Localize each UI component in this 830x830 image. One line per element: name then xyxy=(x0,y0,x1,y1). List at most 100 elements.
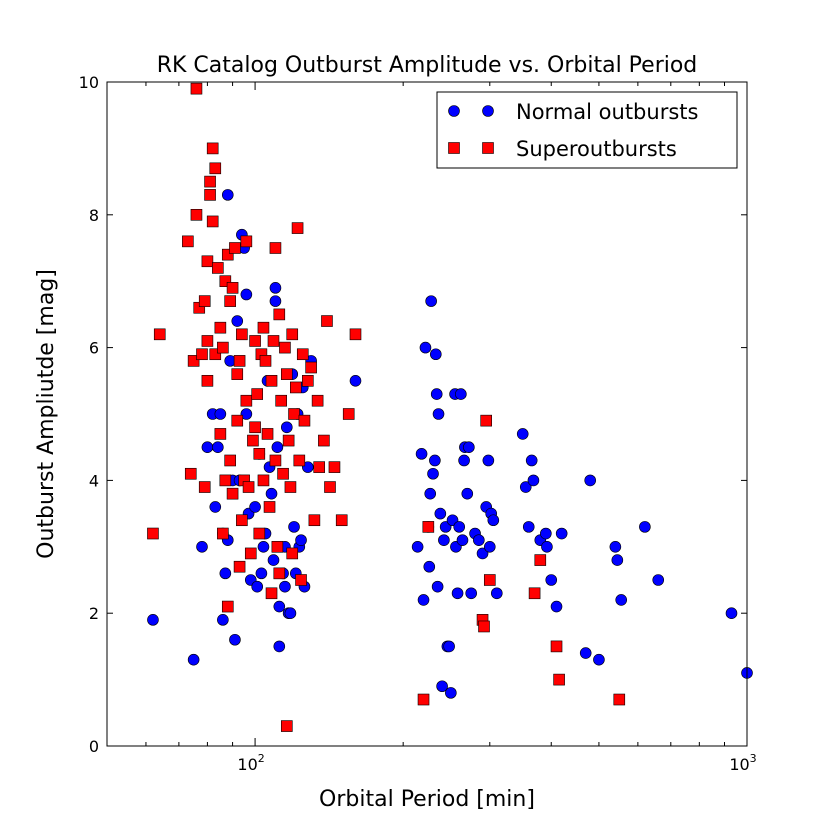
normal-outburst-point xyxy=(221,189,234,201)
superoutburst-point xyxy=(198,295,211,307)
normal-outburst-point xyxy=(269,295,282,307)
normal-outburst-point xyxy=(349,374,362,387)
normal-outburst-point xyxy=(432,408,445,420)
normal-outburst-point xyxy=(456,534,469,546)
superoutburst-point xyxy=(553,673,565,686)
superoutburst-point xyxy=(233,560,246,573)
superoutburst-point xyxy=(271,540,284,553)
superoutburst-point xyxy=(417,693,430,706)
normal-outburst-point xyxy=(436,680,448,693)
superoutburst-point xyxy=(251,388,264,400)
superoutburst-point xyxy=(261,428,274,440)
normal-outburst-point xyxy=(453,521,466,533)
superoutburst-point xyxy=(217,527,229,540)
superoutburst-point xyxy=(277,467,289,480)
normal-outburst-point xyxy=(540,527,552,540)
legend-normal-marker-1 xyxy=(448,105,460,117)
y-axis-label: Outburst Ampliutde [mag] xyxy=(34,269,59,559)
normal-outburst-point xyxy=(147,614,159,626)
y-tick-label: 10 xyxy=(79,73,99,92)
superoutburst-point xyxy=(240,394,253,407)
superoutburst-point xyxy=(240,235,253,248)
superoutburst-point xyxy=(187,355,200,367)
superoutburst-point xyxy=(221,248,234,261)
y-tick-label: 8 xyxy=(89,206,99,225)
normal-outburst-point xyxy=(611,554,624,566)
normal-outburst-point xyxy=(423,560,436,573)
normal-outburst-point xyxy=(527,474,540,487)
normal-outburst-point xyxy=(417,594,430,606)
superoutburst-point xyxy=(214,321,227,334)
superoutburst-point xyxy=(253,448,266,460)
normal-outburst-point xyxy=(584,474,596,487)
normal-outburst-point xyxy=(555,527,568,540)
superoutburst-point xyxy=(305,361,317,374)
superoutburst-point xyxy=(147,527,159,540)
normal-outburst-point xyxy=(476,547,489,560)
normal-outburst-point xyxy=(219,567,232,580)
superoutburst-point xyxy=(206,142,219,155)
normal-outburst-point xyxy=(271,441,284,454)
superoutburst-point xyxy=(226,282,239,294)
superoutburst-point xyxy=(269,454,282,467)
normal-outburst-point xyxy=(269,282,282,294)
superoutburst-point xyxy=(295,574,307,586)
normal-outburst-point xyxy=(461,487,474,500)
normal-outburst-point xyxy=(288,521,300,533)
normal-outburst-point xyxy=(419,341,432,354)
normal-outburst-point xyxy=(231,315,244,327)
normal-outburst-point xyxy=(438,534,450,546)
normal-outburst-point xyxy=(214,408,227,420)
normal-outburst-point xyxy=(196,540,208,553)
normal-outburst-point xyxy=(473,534,485,546)
normal-outburst-point xyxy=(427,467,439,480)
normal-outburst-point xyxy=(463,441,475,454)
superoutburst-point xyxy=(190,82,203,95)
y-tick-label: 0 xyxy=(89,737,99,756)
superoutburst-point xyxy=(342,408,355,420)
normal-outburst-point xyxy=(465,587,477,600)
superoutburst-point xyxy=(182,235,194,248)
normal-outburst-point xyxy=(579,647,592,659)
y-tick-label: 2 xyxy=(89,604,99,623)
data-points-layer xyxy=(147,82,753,732)
superoutburst-point xyxy=(231,414,244,427)
normal-outburst-point xyxy=(545,574,558,586)
superoutburst-point xyxy=(483,574,496,586)
superoutburst-point xyxy=(242,481,255,493)
superoutburst-point xyxy=(313,461,325,473)
superoutburst-point xyxy=(201,335,214,347)
superoutburst-point xyxy=(288,408,300,420)
superoutburst-point xyxy=(280,720,293,732)
legend-normal-marker-2 xyxy=(482,105,494,117)
normal-outburst-point xyxy=(424,487,437,500)
superoutburst-point xyxy=(229,242,241,254)
superoutburst-point xyxy=(184,467,197,480)
superoutburst-point xyxy=(217,341,229,354)
normal-outburst-point xyxy=(430,388,443,400)
x-tick-label: 102 xyxy=(237,752,264,774)
normal-outburst-point xyxy=(280,421,293,434)
normal-outburst-point xyxy=(240,408,253,420)
normal-outburst-point xyxy=(251,580,264,593)
superoutburst-point xyxy=(267,335,280,347)
normal-outburst-point xyxy=(217,614,229,626)
superoutburst-point xyxy=(249,335,261,347)
normal-outburst-point xyxy=(593,653,605,666)
superoutburst-point xyxy=(201,255,214,268)
normal-outburst-point xyxy=(516,428,529,440)
superoutburst-point xyxy=(231,368,244,380)
normal-outburst-point xyxy=(525,454,538,467)
superoutburst-point xyxy=(233,355,246,367)
normal-outburst-point xyxy=(229,633,241,646)
x-tick-label: 103 xyxy=(729,752,756,774)
normal-outburst-point xyxy=(639,521,651,533)
normal-outburst-point xyxy=(273,600,286,613)
superoutburst-point xyxy=(209,348,222,361)
legend-frame xyxy=(436,91,738,169)
superoutburst-point xyxy=(198,481,211,493)
superoutburst-point xyxy=(275,394,287,407)
superoutburst-point xyxy=(422,521,435,533)
normal-outburst-point xyxy=(429,454,441,467)
normal-outburst-point xyxy=(279,580,291,593)
